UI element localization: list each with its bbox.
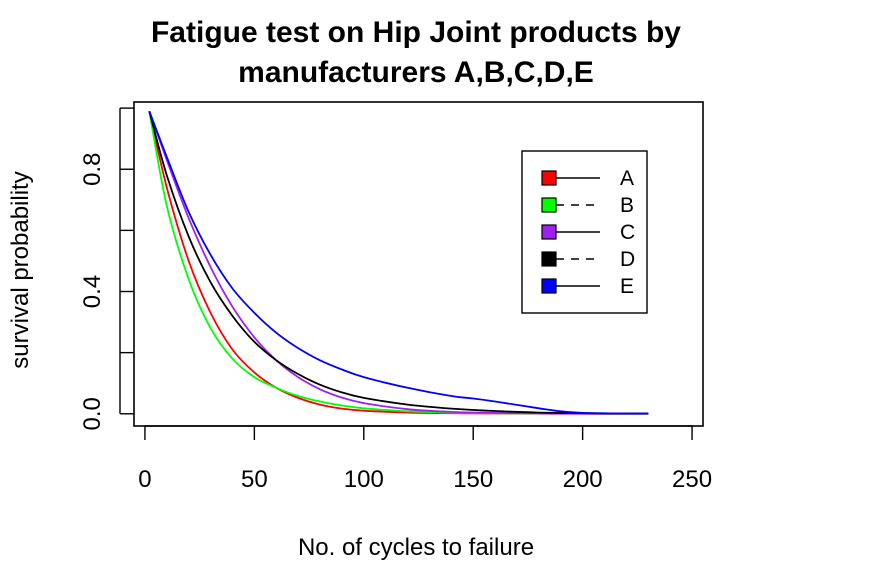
- x-tick-label: 250: [672, 466, 712, 493]
- series-line-e: [148, 110, 649, 415]
- legend-swatch-b: [541, 197, 557, 213]
- legend-label-d: D: [620, 248, 635, 271]
- y-tick-label: 0.0: [79, 397, 106, 430]
- x-tick-label: 200: [563, 466, 603, 493]
- x-tick-label: 150: [453, 466, 493, 493]
- x-tick-label: 100: [344, 466, 384, 493]
- legend-swatch-a: [541, 170, 557, 186]
- x-axis: 0 50 100 150 200 250: [138, 425, 712, 493]
- series-line-d: [148, 110, 649, 415]
- series-lines: [148, 110, 649, 415]
- y-tick-label: 0.8: [79, 153, 106, 186]
- x-tick-label: 0: [138, 466, 151, 493]
- legend-swatch-d: [541, 251, 557, 267]
- y-tick-label: 0.4: [79, 275, 106, 308]
- x-axis-title: No. of cycles to failure: [298, 534, 534, 561]
- legend-label-b: B: [620, 194, 634, 217]
- chart-title-line-1: Fatigue test on Hip Joint products by: [151, 16, 681, 49]
- x-tick-label: 50: [241, 466, 268, 493]
- legend-swatch-c: [541, 224, 557, 240]
- legend-label-c: C: [620, 221, 635, 244]
- chart-title-line-2: manufacturers A,B,C,D,E: [238, 56, 594, 89]
- legend-swatch-e: [541, 278, 557, 294]
- legend-label-e: E: [620, 275, 634, 298]
- y-axis: 0.0 0.4 0.8: [79, 107, 134, 430]
- legend-label-a: A: [620, 167, 634, 190]
- y-axis-title: survival probability: [7, 171, 34, 368]
